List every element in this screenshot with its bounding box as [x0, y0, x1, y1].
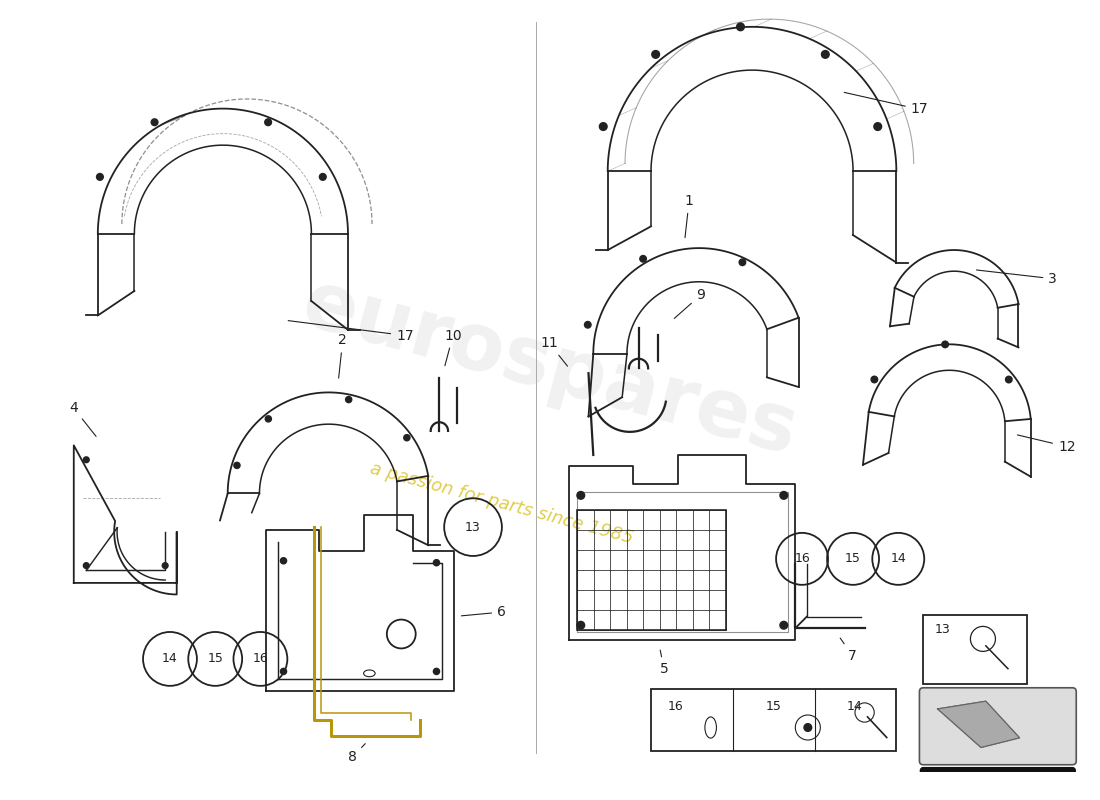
Text: 16: 16	[253, 653, 268, 666]
Text: 2: 2	[339, 334, 348, 378]
Text: 15: 15	[766, 700, 781, 713]
Circle shape	[151, 119, 158, 126]
Circle shape	[163, 562, 168, 569]
Text: 11: 11	[540, 336, 568, 366]
Circle shape	[280, 558, 287, 564]
Circle shape	[234, 462, 240, 469]
Bar	[651, 689, 896, 751]
FancyBboxPatch shape	[920, 688, 1076, 765]
Circle shape	[97, 174, 103, 180]
Circle shape	[804, 724, 812, 731]
Text: 6: 6	[461, 605, 506, 619]
Circle shape	[600, 122, 607, 130]
Polygon shape	[937, 702, 1020, 747]
Circle shape	[576, 622, 584, 629]
Circle shape	[584, 322, 591, 328]
Circle shape	[822, 50, 829, 58]
Text: 13: 13	[465, 521, 481, 534]
Text: 17: 17	[288, 321, 414, 342]
Circle shape	[265, 416, 272, 422]
Text: 14: 14	[890, 552, 906, 566]
Text: 7: 7	[840, 638, 857, 663]
Circle shape	[265, 119, 272, 126]
Circle shape	[942, 341, 948, 348]
Text: 8: 8	[348, 744, 365, 764]
Text: 14: 14	[847, 700, 862, 713]
Circle shape	[873, 122, 881, 130]
FancyBboxPatch shape	[921, 768, 1076, 800]
Text: 17: 17	[844, 92, 928, 117]
Circle shape	[280, 668, 287, 674]
Circle shape	[84, 562, 89, 569]
Text: 14: 14	[162, 653, 178, 666]
Text: 13: 13	[935, 623, 950, 636]
Text: a passion for parts since 1985: a passion for parts since 1985	[368, 459, 636, 547]
Bar	[923, 614, 1027, 684]
Circle shape	[345, 397, 352, 402]
Circle shape	[652, 50, 660, 58]
Circle shape	[871, 376, 878, 382]
Circle shape	[780, 491, 788, 499]
Circle shape	[640, 255, 647, 262]
Text: 810 03: 810 03	[965, 783, 1031, 800]
Circle shape	[433, 560, 440, 566]
Text: 3: 3	[977, 270, 1057, 286]
Text: 4: 4	[69, 401, 96, 437]
Text: 12: 12	[1018, 435, 1076, 454]
Circle shape	[404, 434, 410, 441]
Text: 16: 16	[794, 552, 810, 566]
Text: 5: 5	[660, 650, 669, 676]
Circle shape	[780, 622, 788, 629]
Circle shape	[737, 23, 745, 30]
Circle shape	[739, 259, 746, 266]
Text: 10: 10	[444, 329, 462, 366]
Text: 16: 16	[668, 700, 683, 713]
Text: 1: 1	[684, 194, 694, 238]
Text: 15: 15	[207, 653, 223, 666]
Circle shape	[576, 491, 584, 499]
Circle shape	[84, 457, 89, 462]
Circle shape	[1005, 376, 1012, 383]
Circle shape	[319, 174, 327, 180]
Text: 15: 15	[845, 552, 861, 566]
Bar	[576, 510, 726, 630]
Text: 9: 9	[674, 288, 705, 318]
Circle shape	[433, 668, 440, 674]
Text: eurospares: eurospares	[294, 265, 806, 472]
